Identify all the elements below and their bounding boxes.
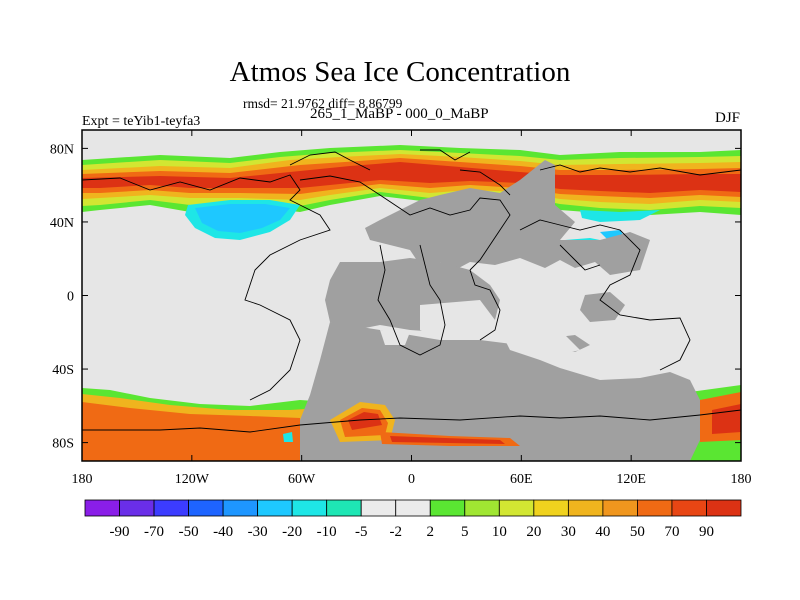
colorbar: -90 -70 -50 -40 -30 -20 -10 -5 -2 2 5 10 20 30 40 50 70 9… [84,499,742,540]
colorbar-swatch [119,499,155,517]
colorbar-label: 40 [595,524,610,540]
period-label: 265_1_MaBP - 000_0_MaBP [310,106,489,122]
lon-tick-label: 60E [510,472,533,487]
colorbar-label: -70 [144,524,164,540]
colorbar-label: 50 [630,524,645,540]
colorbar-swatch [395,499,431,517]
lon-tick-label: 0 [408,472,415,487]
colorbar-swatch [706,499,742,517]
colorbar-swatch [602,499,638,517]
colorbar-label: 30 [561,524,576,540]
lon-tick-label: 60W [288,472,316,487]
south-band-red-right [712,404,741,434]
colorbar-label: -10 [317,524,337,540]
colorbar-swatch [222,499,259,517]
colorbar-swatch [567,499,604,517]
axis-tick-labels: 80N 40N 0 40S 80S 180 120W 60W 0 60E 120E 180 [50,142,752,487]
east-cyan-patch [580,210,660,222]
colorbar-swatch [291,499,328,517]
inland-ocean [380,300,580,360]
lon-tick-label: 120W [175,472,210,487]
colorbar-swatch [637,499,673,517]
colorbar-label: 10 [492,524,507,540]
lat-tick-label: 80S [52,437,74,452]
pacific-blue-lobe [195,204,290,233]
colorbar-swatch [429,499,466,517]
colorbar-swatch [671,499,707,517]
axis-ticks [81,130,742,461]
landmass [300,160,700,461]
lat-tick-label: 40N [50,216,74,231]
south-band-orange [82,402,300,461]
season-label: DJF [714,110,740,126]
colorbar-swatch [257,499,293,517]
south-positive-patches [283,402,520,446]
colorbar-label: -30 [248,524,268,540]
colorbar-swatch [326,499,362,517]
lon-tick-label: 180 [731,472,752,487]
lon-tick-label: 120E [616,472,646,487]
chart-title: Atmos Sea Ice Concentration [229,56,571,88]
lon-tick-label: 180 [72,472,93,487]
colorbar-swatch [153,499,189,517]
colorbar-label: -20 [282,524,302,540]
colorbar-label: -90 [110,524,130,540]
colorbar-swatch [188,499,224,517]
colorbar-label: 5 [461,524,469,540]
stats-text: rmsd= 21.9762 diff= 8.86799 [243,96,403,111]
lat-tick-label: 40S [52,363,74,378]
pangaea-south [300,322,700,461]
lat-tick-label: 80N [50,142,74,157]
colorbar-label: -50 [179,524,199,540]
colorbar-swatch [464,499,500,517]
experiment-label: Expt = teYib1-teyfa3 [82,114,201,129]
colorbar-swatch [84,499,120,517]
colorbar-swatch [498,499,535,517]
colorbar-label: 20 [526,524,541,540]
colorbar-label: 2 [427,524,435,540]
pangaea-north [365,160,650,275]
colorbar-swatch [533,499,569,517]
colorbar-label: 70 [664,524,679,540]
lat-tick-label: 0 [67,290,74,305]
east-island [580,292,625,322]
coastlines [81,149,742,433]
colorbar-label: -2 [389,524,402,540]
north-band-red [82,162,741,193]
colorbar-label: -5 [355,524,368,540]
colorbar-label: -40 [213,524,233,540]
colorbar-swatch [360,499,397,517]
colorbar-label: 90 [699,524,714,540]
